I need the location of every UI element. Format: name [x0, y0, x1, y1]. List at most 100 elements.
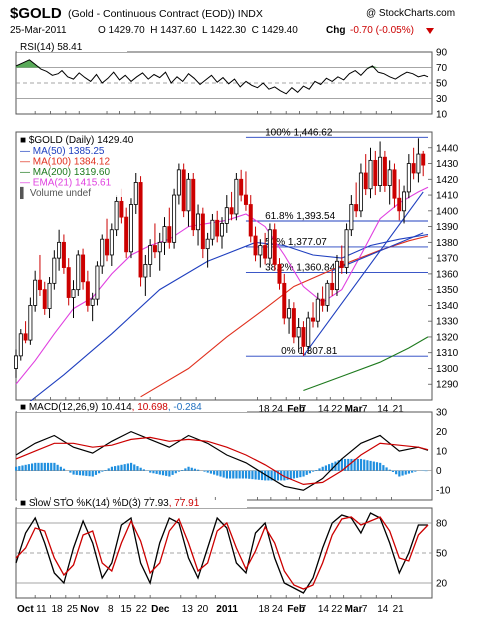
- price-x-tick-label: Mar: [345, 404, 363, 415]
- macd-histogram-bar: [375, 462, 379, 471]
- macd-histogram-bar: [369, 460, 372, 471]
- macd-tick-label: 20: [436, 427, 448, 438]
- macd-histogram-bar: [356, 458, 359, 471]
- price-candle-body: [368, 159, 373, 190]
- price-candle-body: [315, 298, 320, 322]
- price-candle-body: [258, 245, 263, 256]
- price-candle-body: [229, 207, 234, 215]
- macd-histogram-bar: [123, 464, 126, 471]
- stoch-x-tick-label: Dec: [151, 604, 170, 615]
- rsi-tick-label: 90: [436, 48, 448, 59]
- price-candle-body: [61, 241, 66, 268]
- macd-histogram-bar: [264, 470, 267, 481]
- stoch-tick-label: 80: [436, 519, 448, 530]
- macd-histogram-bar: [152, 470, 155, 474]
- price-x-tick-label: 14: [318, 404, 330, 415]
- price-legend-bg: [17, 133, 129, 197]
- price-candle-body: [205, 238, 210, 250]
- price-candle-body: [267, 229, 272, 259]
- macd-label: ■ MACD(12,26,9) 10.414, 10.698, -0.284: [20, 402, 202, 413]
- price-x-tick-label: 7: [301, 404, 307, 415]
- price-candle-body: [76, 254, 81, 291]
- price-legend-item: — MA(50) 1385.25: [20, 146, 105, 157]
- price-candle-body: [85, 281, 90, 306]
- stoch-x-tick-label: 22: [331, 604, 343, 615]
- stoch-x-tick-label: 18: [258, 604, 270, 615]
- macd-histogram-bar: [270, 470, 273, 481]
- macd-histogram-bar: [312, 470, 315, 472]
- price-x-tick-label: 18: [258, 404, 270, 415]
- macd-histogram-bar: [213, 470, 216, 475]
- macd-histogram-bar: [101, 470, 104, 472]
- rsi-label-bg: [17, 41, 127, 52]
- stockcharts-watermark: @ StockCharts.com: [366, 8, 456, 19]
- price-legend-volume: ▌ Volume undef: [20, 186, 91, 200]
- price-candle-body: [42, 289, 47, 309]
- macd-histogram-bar: [18, 466, 21, 471]
- stoch-x-tick-label: 25: [67, 604, 79, 615]
- macd-histogram-bar: [107, 468, 110, 471]
- macd-histogram-bar: [353, 458, 356, 471]
- macd-histogram-bar: [315, 470, 318, 471]
- macd-tick-label: -10: [436, 486, 451, 497]
- macd-histogram-bar: [241, 470, 244, 479]
- stoch-x-tick-label: 14: [318, 604, 330, 615]
- macd-histogram-bar: [385, 467, 388, 471]
- price-tick-label: 1320: [436, 332, 459, 343]
- macd-histogram-bar: [359, 458, 363, 471]
- macd-histogram-bar: [411, 470, 414, 473]
- macd-histogram-bar: [72, 470, 75, 475]
- macd-histogram-bar: [366, 460, 369, 471]
- macd-histogram-bar: [85, 470, 88, 476]
- macd-histogram-bar: [168, 470, 171, 477]
- price-candle-body: [263, 245, 268, 259]
- stoch-x-tick-label: 21: [393, 604, 405, 615]
- macd-histogram-bar: [206, 470, 209, 473]
- macd-histogram-bar: [37, 462, 40, 471]
- price-candle-body: [37, 279, 42, 291]
- price-tick-label: 1390: [436, 222, 459, 233]
- price-candle-body: [215, 219, 220, 237]
- price-candle-body: [349, 204, 354, 231]
- price-overlay-2: [303, 336, 429, 392]
- price-candle-body: [114, 200, 119, 231]
- macd-histogram-bar: [94, 470, 98, 475]
- price-candle-body: [152, 245, 157, 253]
- price-x-tick-label: 24: [272, 404, 284, 415]
- price-tick-label: 1440: [436, 143, 459, 154]
- price-candle-body: [373, 159, 378, 186]
- stoch-x-tick-label: 14: [377, 604, 389, 615]
- price-candle-body: [311, 317, 316, 322]
- price-candle-body: [421, 153, 426, 166]
- macd-histogram-bar: [110, 466, 114, 471]
- fib-level-label: 61.8% 1,393.54: [265, 211, 335, 222]
- price-candle-body: [219, 223, 224, 237]
- price-candle-body: [18, 333, 23, 357]
- price-tick-label: 1380: [436, 238, 459, 249]
- macd-histogram-bar: [372, 461, 375, 471]
- macd-histogram-bar: [379, 462, 382, 471]
- macd-histogram-bar: [161, 470, 165, 476]
- price-candle-body: [95, 265, 100, 300]
- price-candle-body: [392, 169, 397, 199]
- stoch-x-tick-label: 24: [272, 604, 284, 615]
- rsi-line: [15, 59, 429, 95]
- macd-histogram-bar: [238, 470, 241, 479]
- macd-histogram-bar: [174, 470, 177, 474]
- price-candle-body: [296, 327, 301, 338]
- macd-histogram-bar: [62, 468, 66, 471]
- stoch-x-tick-label: 22: [136, 604, 148, 615]
- price-tick-label: 1330: [436, 317, 459, 328]
- stoch-label-bg: [17, 497, 247, 508]
- macd-histogram-bar: [276, 470, 280, 481]
- stoch-line-1: [15, 516, 429, 590]
- chart-header: $GOLD (Gold - Continuous Contract (EOD))…: [4, 2, 476, 42]
- macd-histogram-bar: [24, 464, 27, 471]
- macd-histogram-bar: [337, 460, 340, 471]
- price-candle-body: [28, 305, 33, 341]
- macd-histogram-bar: [283, 470, 286, 481]
- price-candle-body: [272, 229, 277, 265]
- macd-histogram-bar: [280, 470, 283, 481]
- price-candle-body: [344, 229, 349, 268]
